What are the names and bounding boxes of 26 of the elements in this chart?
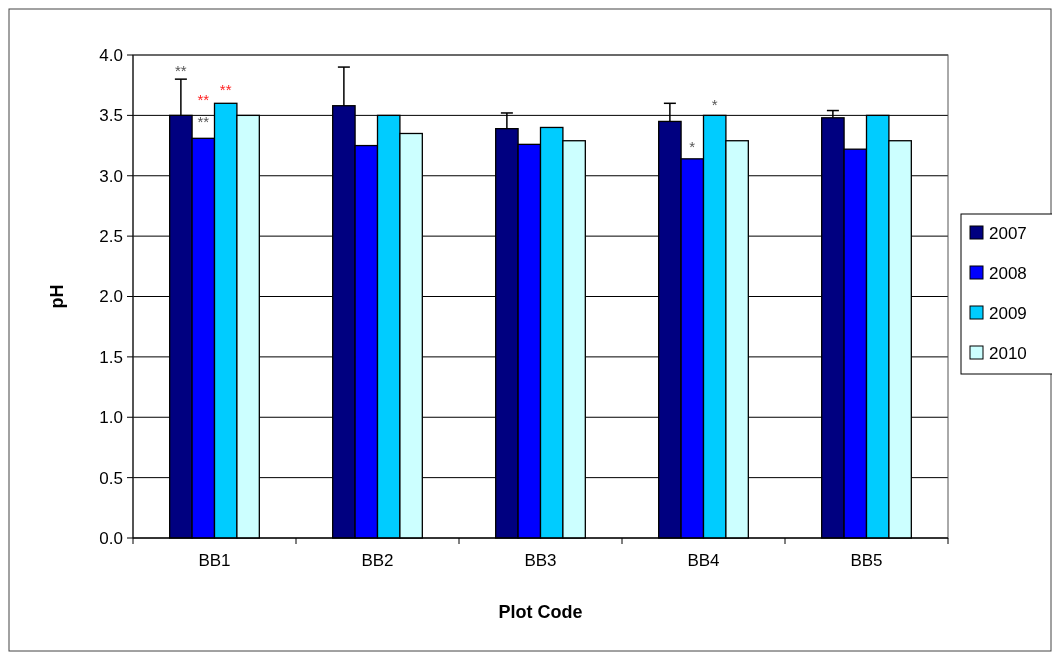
y-tick-label: 3.5 <box>99 106 123 126</box>
annotation: * <box>689 138 696 156</box>
y-tick-label: 0.0 <box>99 528 123 548</box>
legend-label: 2007 <box>989 223 1027 243</box>
y-tick-label: 2.5 <box>99 227 123 247</box>
legend-label: 2009 <box>989 303 1027 323</box>
x-tick-label: BB5 <box>850 551 883 570</box>
annotation: * <box>711 95 718 113</box>
annotation: ** <box>219 80 232 98</box>
x-tick-label: BB2 <box>361 551 394 570</box>
x-tick-label: BB3 <box>524 551 557 570</box>
y-axis-title: pH <box>47 284 67 309</box>
x-tick-label: BB1 <box>198 551 231 570</box>
y-tick-label: 1.5 <box>99 347 123 367</box>
annotation: ** <box>175 61 187 79</box>
legend-label: 2010 <box>989 343 1027 363</box>
x-axis-title: Plot Code <box>498 602 583 622</box>
x-tick-label: BB4 <box>687 551 720 570</box>
y-tick-label: 3.0 <box>99 166 123 186</box>
y-tick-label: 1.0 <box>99 408 123 428</box>
legend-label: 2008 <box>989 263 1027 283</box>
annotation: ** <box>197 112 210 130</box>
y-tick-label: 2.0 <box>99 287 123 307</box>
y-tick-label: 0.5 <box>99 468 123 488</box>
y-tick-label: 4.0 <box>99 45 123 65</box>
annotation: ** <box>197 90 210 108</box>
